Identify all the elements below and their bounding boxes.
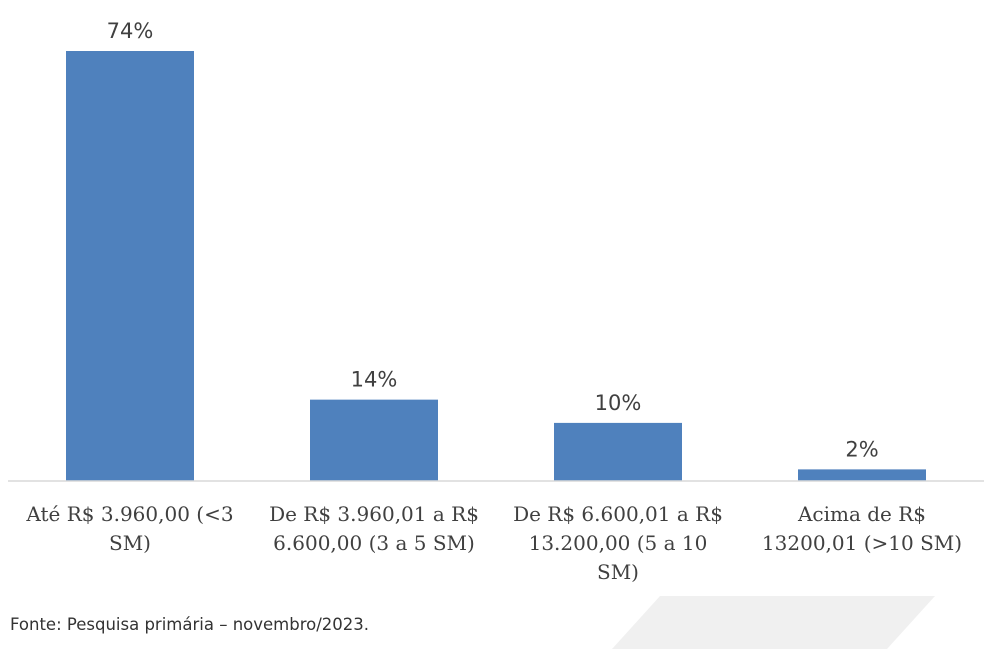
data-label-1: 74%: [107, 19, 154, 43]
category-label-line: SM): [109, 531, 151, 555]
category-label-line: De R$ 6.600,01 a R$: [513, 502, 723, 526]
category-label-3: De R$ 6.600,01 a R$ 13.200,00 (5 a 10 SM): [513, 502, 723, 584]
data-label-2: 14%: [351, 368, 398, 392]
bar-2: [310, 399, 438, 481]
category-label-line: Acima de R$: [797, 502, 926, 526]
category-label-line: 6.600,00 (3 a 5 SM): [273, 531, 475, 555]
category-label-4: Acima de R$ 13200,01 (>10 SM): [762, 502, 962, 555]
category-label-line: 13.200,00 (5 a 10: [529, 531, 708, 555]
data-label-4: 2%: [845, 437, 878, 461]
data-label-3: 10%: [595, 391, 642, 415]
category-label-1: Até R$ 3.960,00 (<3 SM): [25, 502, 233, 555]
corner-decoration: [612, 596, 935, 649]
category-label-line: Até R$ 3.960,00 (<3: [25, 502, 233, 526]
category-labels-layer: Até R$ 3.960,00 (<3 SM) De R$ 3.960,01 a R…: [25, 502, 962, 584]
category-label-line: SM): [597, 560, 639, 584]
bar-3: [554, 422, 682, 481]
category-label-line: De R$ 3.960,01 a R$: [269, 502, 479, 526]
bar-1: [66, 51, 194, 481]
bar-4: [798, 469, 926, 481]
data-labels-layer: 74% 14% 10% 2%: [107, 19, 879, 461]
source-note: Fonte: Pesquisa primária – novembro/2023…: [10, 615, 370, 634]
category-label-line: 13200,01 (>10 SM): [762, 531, 962, 555]
category-label-2: De R$ 3.960,01 a R$ 6.600,00 (3 a 5 SM): [269, 502, 479, 555]
bars-layer: [66, 51, 926, 481]
